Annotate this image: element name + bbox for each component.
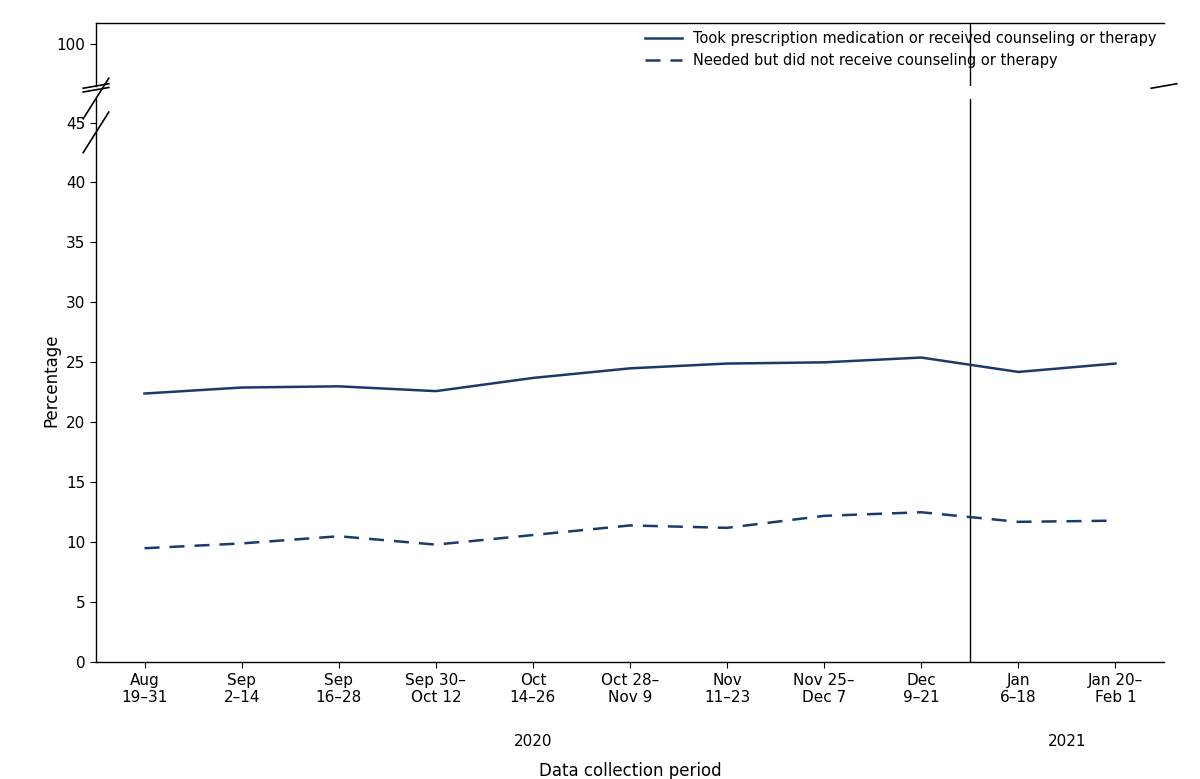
Y-axis label: Percentage: Percentage <box>43 333 61 427</box>
Text: 2020: 2020 <box>514 735 552 749</box>
Text: 2021: 2021 <box>1048 735 1086 749</box>
Legend: Took prescription medication or received counseling or therapy, Needed but did n: Took prescription medication or received… <box>646 30 1157 68</box>
Text: Data collection period: Data collection period <box>539 762 721 779</box>
